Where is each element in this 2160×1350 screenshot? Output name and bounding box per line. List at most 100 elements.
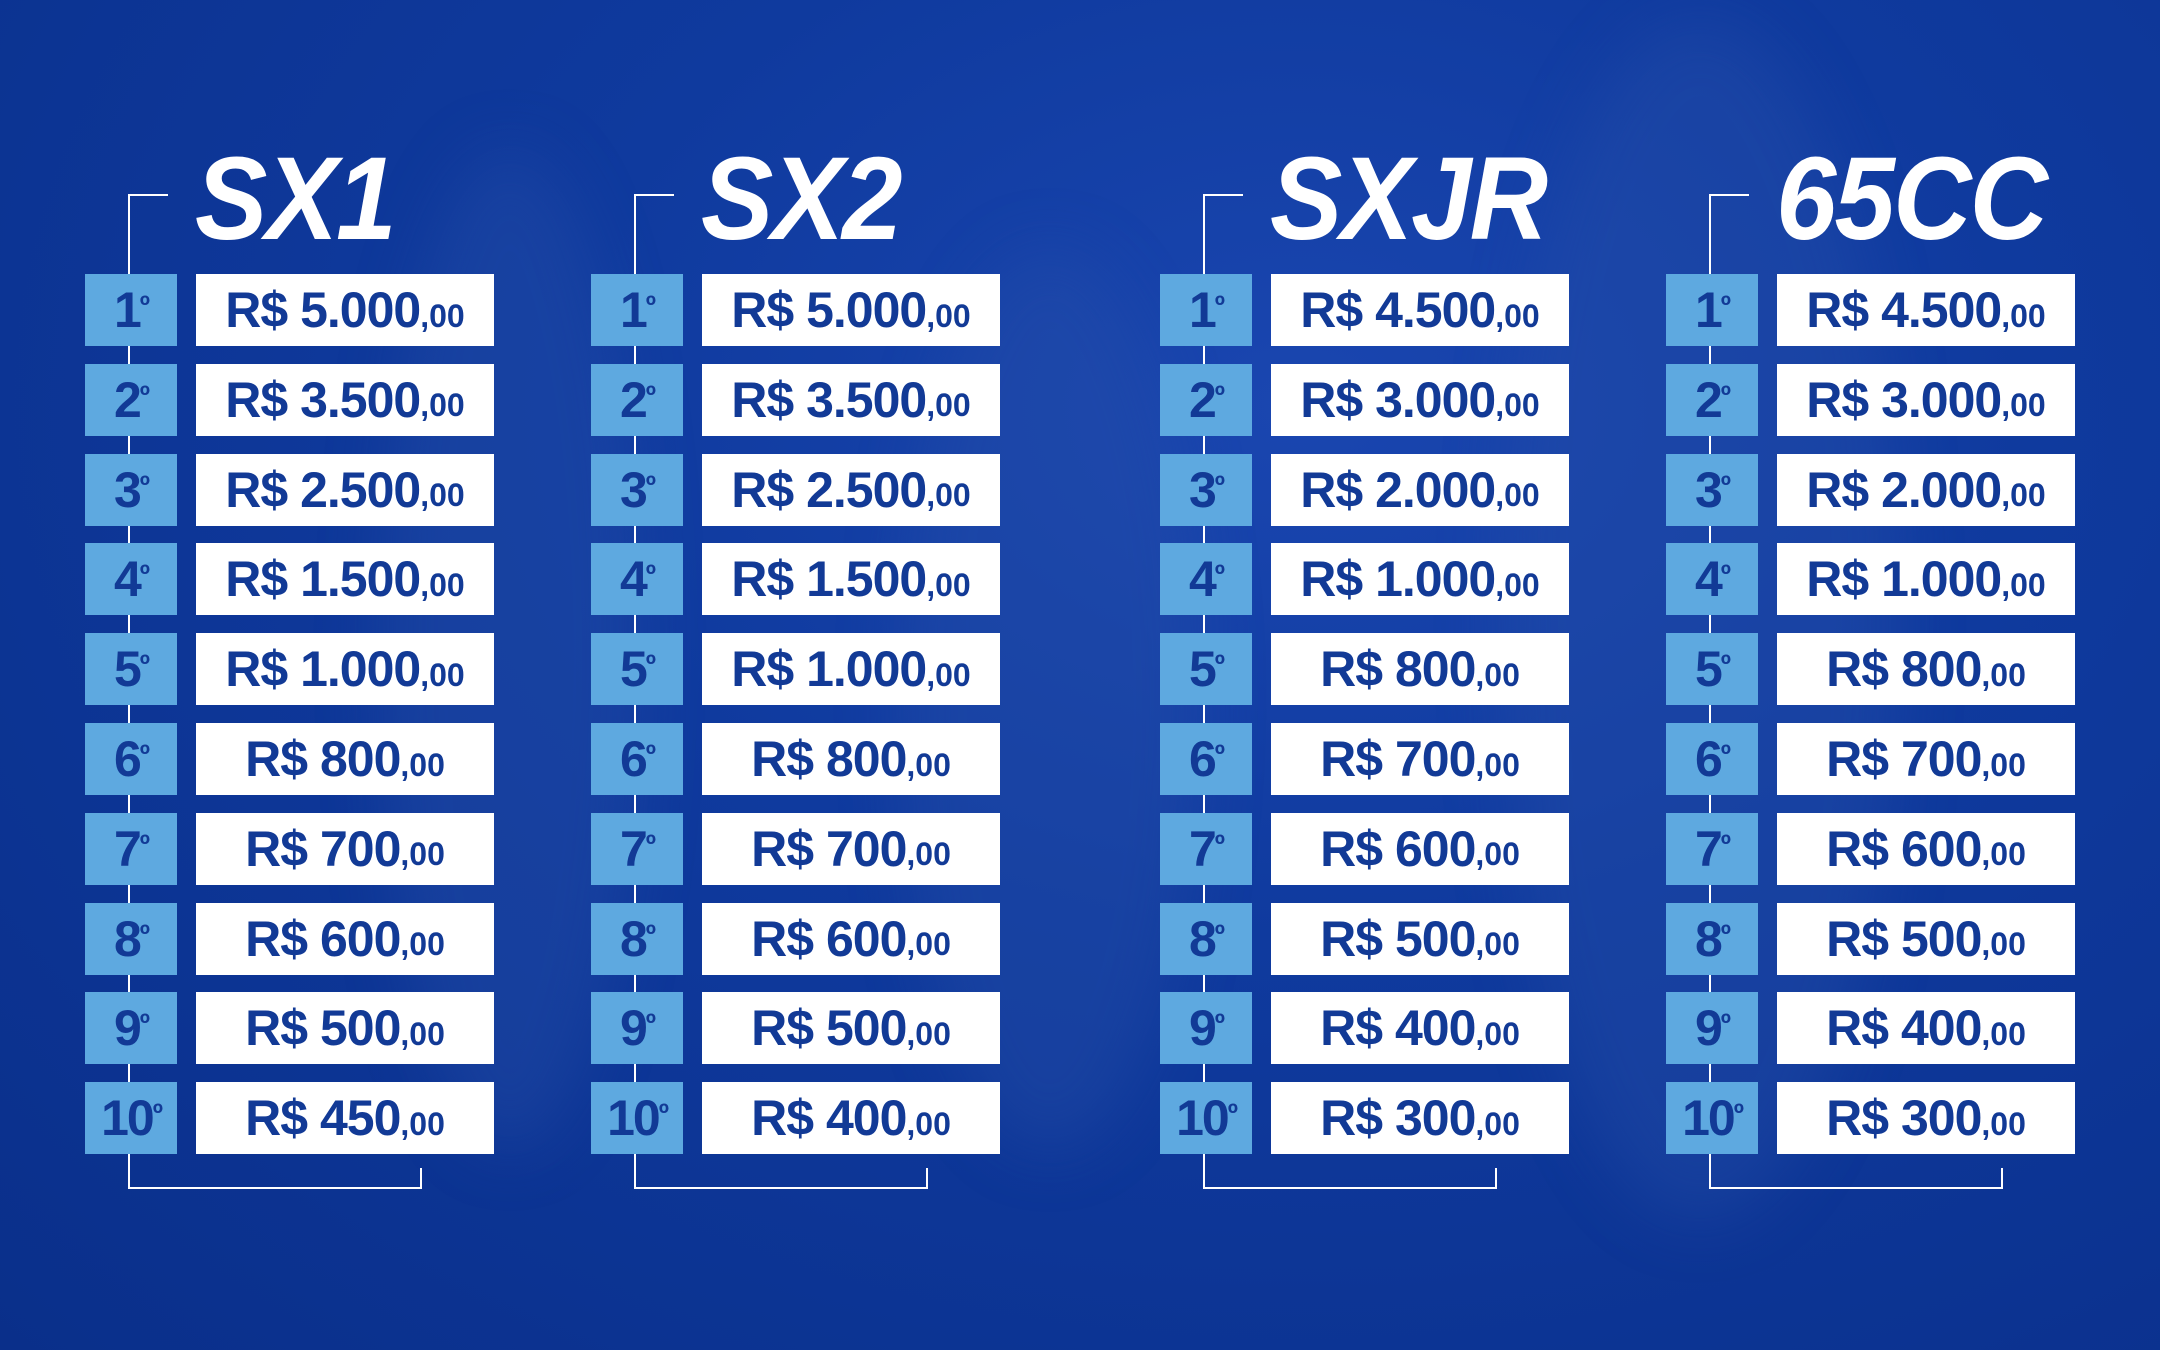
rank-badge: 10 º bbox=[1160, 1082, 1252, 1155]
rank-number: 1 bbox=[113, 282, 142, 338]
prize-cents: ,00 bbox=[1495, 477, 1540, 514]
prize-amount: R$ 1.500 bbox=[225, 551, 421, 608]
ordinal-mark: º bbox=[139, 828, 150, 860]
rank-number: 2 bbox=[113, 371, 142, 428]
prize-value: R$ 3.500,00 bbox=[196, 363, 494, 436]
rank-number: 1 bbox=[1188, 282, 1217, 338]
rank-number: 3 bbox=[1694, 461, 1723, 518]
prize-amount: R$ 2.500 bbox=[225, 461, 421, 518]
ordinal-mark: º bbox=[1227, 1098, 1238, 1130]
rank-number: 6 bbox=[1188, 731, 1217, 787]
ordinal-mark: º bbox=[139, 290, 150, 321]
prize-value: R$ 4.500,00 bbox=[1271, 274, 1569, 346]
prize-cents: ,00 bbox=[1475, 746, 1520, 783]
rank-number: 2 bbox=[1188, 371, 1217, 428]
ordinal-mark: º bbox=[139, 739, 150, 770]
prize-value: R$ 800,00 bbox=[1271, 633, 1569, 706]
category-title: SX1 bbox=[195, 133, 397, 265]
prize-cents: ,00 bbox=[2001, 477, 2046, 514]
prize-value: R$ 700,00 bbox=[196, 812, 494, 885]
rank-number: 7 bbox=[619, 820, 648, 877]
prize-amount: R$ 400 bbox=[751, 1090, 907, 1147]
prize-amount: R$ 2.000 bbox=[1300, 461, 1496, 518]
rank-badge: 10 º bbox=[85, 1082, 177, 1155]
rank-number: 8 bbox=[619, 910, 648, 967]
rank-number: 3 bbox=[1188, 461, 1217, 518]
ordinal-mark: º bbox=[1214, 828, 1225, 860]
prize-cents: ,00 bbox=[1495, 297, 1540, 334]
prize-amount: R$ 500 bbox=[751, 1000, 907, 1057]
rank-badge: 10 º bbox=[591, 1082, 683, 1155]
prize-cents: ,00 bbox=[906, 1015, 951, 1052]
rank-number: 4 bbox=[1188, 551, 1217, 608]
rank-number: 5 bbox=[619, 641, 648, 698]
prize-value: R$ 500,00 bbox=[702, 992, 1000, 1065]
prize-cents: ,00 bbox=[906, 746, 951, 783]
ordinal-mark: º bbox=[1214, 379, 1225, 411]
rank-number: 4 bbox=[113, 551, 142, 608]
ordinal-mark: º bbox=[645, 649, 656, 681]
rank-number: 6 bbox=[1694, 731, 1723, 787]
ordinal-mark: º bbox=[152, 1098, 163, 1130]
ordinal-mark: º bbox=[1214, 559, 1225, 591]
prize-cents: ,00 bbox=[1981, 836, 2026, 873]
prize-amount: R$ 2.500 bbox=[731, 461, 927, 518]
prize-cents: ,00 bbox=[2001, 387, 2046, 424]
bracket-line bbox=[634, 1168, 928, 1189]
ordinal-mark: º bbox=[645, 559, 656, 591]
prize-amount: R$ 400 bbox=[1320, 1000, 1476, 1057]
prize-cents: ,00 bbox=[400, 926, 445, 963]
prize-value: R$ 300,00 bbox=[1271, 1082, 1569, 1155]
bracket-line bbox=[128, 194, 168, 276]
category-title: SXJR bbox=[1270, 133, 1548, 265]
prize-cents: ,00 bbox=[1981, 1105, 2026, 1142]
rank-number: 10 bbox=[101, 1090, 155, 1147]
prize-cents: ,00 bbox=[1475, 1015, 1520, 1052]
rank-number: 4 bbox=[619, 551, 648, 608]
prize-cents: ,00 bbox=[1981, 656, 2026, 693]
rank-number: 2 bbox=[619, 371, 648, 428]
prize-value: R$ 5.000,00 bbox=[196, 274, 494, 346]
rank-number: 8 bbox=[113, 910, 142, 967]
ordinal-mark: º bbox=[1214, 290, 1225, 321]
prize-cents: ,00 bbox=[2001, 297, 2046, 334]
ordinal-mark: º bbox=[139, 379, 150, 411]
ordinal-mark: º bbox=[1214, 649, 1225, 681]
prize-amount: R$ 500 bbox=[245, 1000, 401, 1057]
prize-value: R$ 5.000,00 bbox=[702, 274, 1000, 346]
prize-value: R$ 2.500,00 bbox=[702, 453, 1000, 526]
prize-row: 10 º R$ 400,00 bbox=[591, 1082, 1001, 1155]
rank-number: 2 bbox=[1694, 371, 1723, 428]
rank-number: 8 bbox=[1188, 910, 1217, 967]
rank-number: 3 bbox=[113, 461, 142, 518]
prize-amount: R$ 5.000 bbox=[225, 282, 421, 338]
prize-cents: ,00 bbox=[926, 297, 971, 334]
prize-value: R$ 2.500,00 bbox=[196, 453, 494, 526]
prize-amount: R$ 450 bbox=[245, 1090, 401, 1147]
ordinal-mark: º bbox=[1720, 379, 1731, 411]
